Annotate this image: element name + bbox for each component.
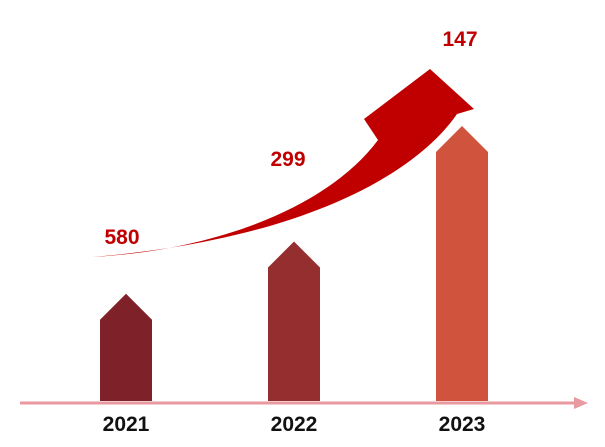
tick-label-2023: 2023 — [439, 413, 486, 436]
bar-2021 — [100, 293, 152, 401]
trend-arrow-icon — [92, 69, 474, 257]
tick-label-2022: 2022 — [271, 413, 318, 436]
tick-label-2021: 2021 — [103, 413, 150, 436]
bar-2023 — [436, 126, 488, 401]
value-label-2022: 299 — [270, 148, 305, 171]
value-label-2021: 580 — [104, 226, 139, 249]
value-label-2023: 147 — [442, 28, 477, 51]
x-axis-arrowhead — [574, 397, 588, 409]
bar-2022 — [268, 241, 320, 401]
